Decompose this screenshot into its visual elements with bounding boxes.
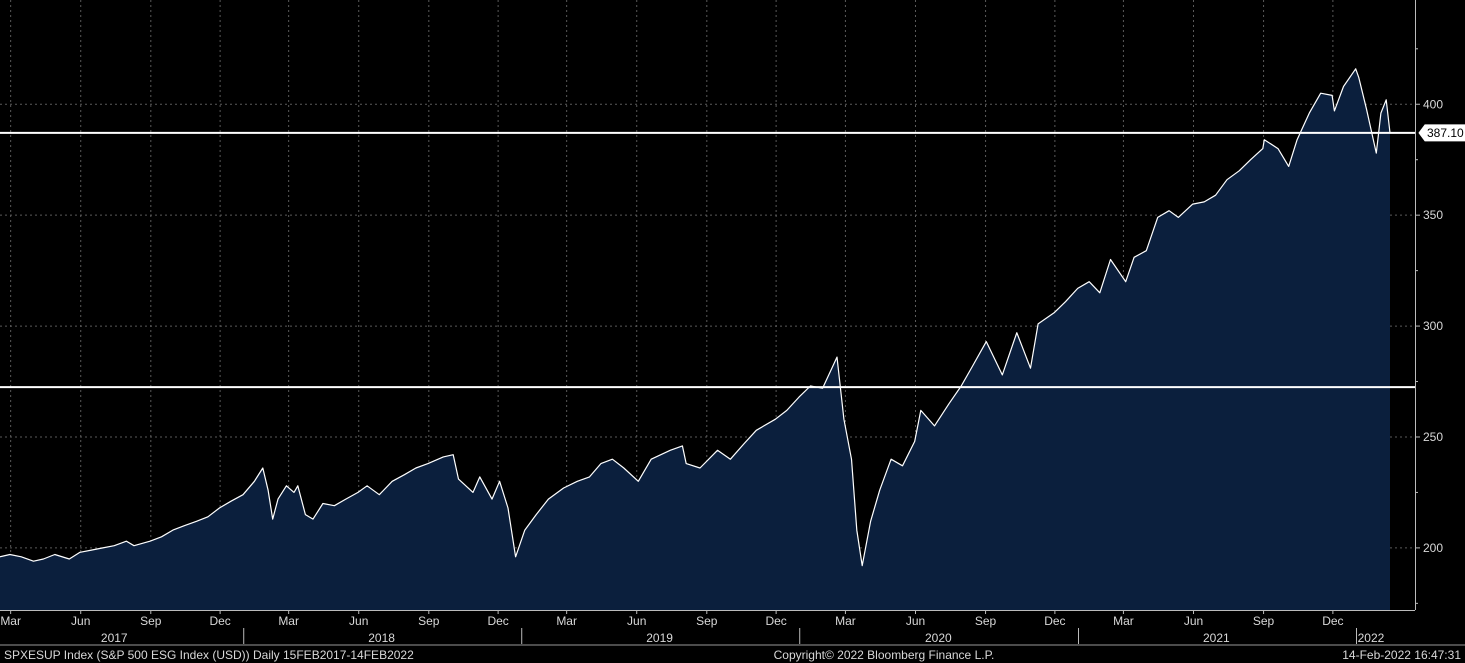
y-tick-label: 350 (1423, 208, 1443, 222)
year-label: 2017 (101, 631, 128, 645)
x-tick-label: Dec (1322, 614, 1343, 628)
x-tick-label: Mar (0, 614, 21, 628)
x-tick-label: Dec (209, 614, 230, 628)
x-tick-label: Sep (696, 614, 718, 628)
y-tick-label: 200 (1423, 541, 1443, 555)
axes (0, 0, 1465, 646)
last-price-label: 387.10 (1427, 126, 1464, 140)
year-label: 2019 (646, 631, 673, 645)
year-label: 2018 (368, 631, 395, 645)
year-label: 2020 (925, 631, 952, 645)
footer: SPXESUP Index (S&P 500 ESG Index (USD)) … (4, 648, 1461, 662)
x-tick-label: Jun (71, 614, 90, 628)
series-area (0, 68, 1390, 611)
x-tick-label: Mar (278, 614, 299, 628)
x-tick-label: Dec (765, 614, 786, 628)
x-tick-label: Mar (1113, 614, 1134, 628)
x-tick-label: Mar (556, 614, 577, 628)
footer-copyright: Copyright© 2022 Bloomberg Finance L.P. (774, 648, 995, 662)
x-tick-label: Jun (627, 614, 646, 628)
series-line (0, 68, 1391, 567)
x-tick-label: Sep (140, 614, 162, 628)
year-label: 2022 (1358, 631, 1385, 645)
x-tick-label: Dec (1044, 614, 1065, 628)
y-tick-label: 400 (1423, 97, 1443, 111)
footer-left-info: SPXESUP Index (S&P 500 ESG Index (USD)) … (4, 648, 414, 662)
last-price-tag-shape (1418, 124, 1465, 142)
year-label: 2021 (1203, 631, 1230, 645)
x-tick-label: Dec (487, 614, 508, 628)
x-tick-label: Jun (349, 614, 368, 628)
footer-timestamp: 14-Feb-2022 16:47:31 (1342, 648, 1461, 662)
last-price-tag: 387.10 (1418, 124, 1465, 142)
horizontal-lines (0, 131, 1415, 389)
area-layer (0, 68, 1391, 611)
x-tick-label: Jun (1184, 614, 1203, 628)
x-tick-label: Sep (418, 614, 440, 628)
y-tick-label: 300 (1423, 319, 1443, 333)
x-tick-label: Mar (835, 614, 856, 628)
y-tick-label: 250 (1423, 430, 1443, 444)
x-tick-label: Sep (975, 614, 997, 628)
x-tick-label: Sep (1253, 614, 1275, 628)
y-axis-ticks: 200 250 300 350 400 (1415, 48, 1443, 604)
x-axis-ticks: Mar Jun Sep Dec Mar Jun Sep Dec Mar Jun Sep Dec Mar J… (0, 610, 1385, 645)
x-tick-label: Jun (906, 614, 925, 628)
